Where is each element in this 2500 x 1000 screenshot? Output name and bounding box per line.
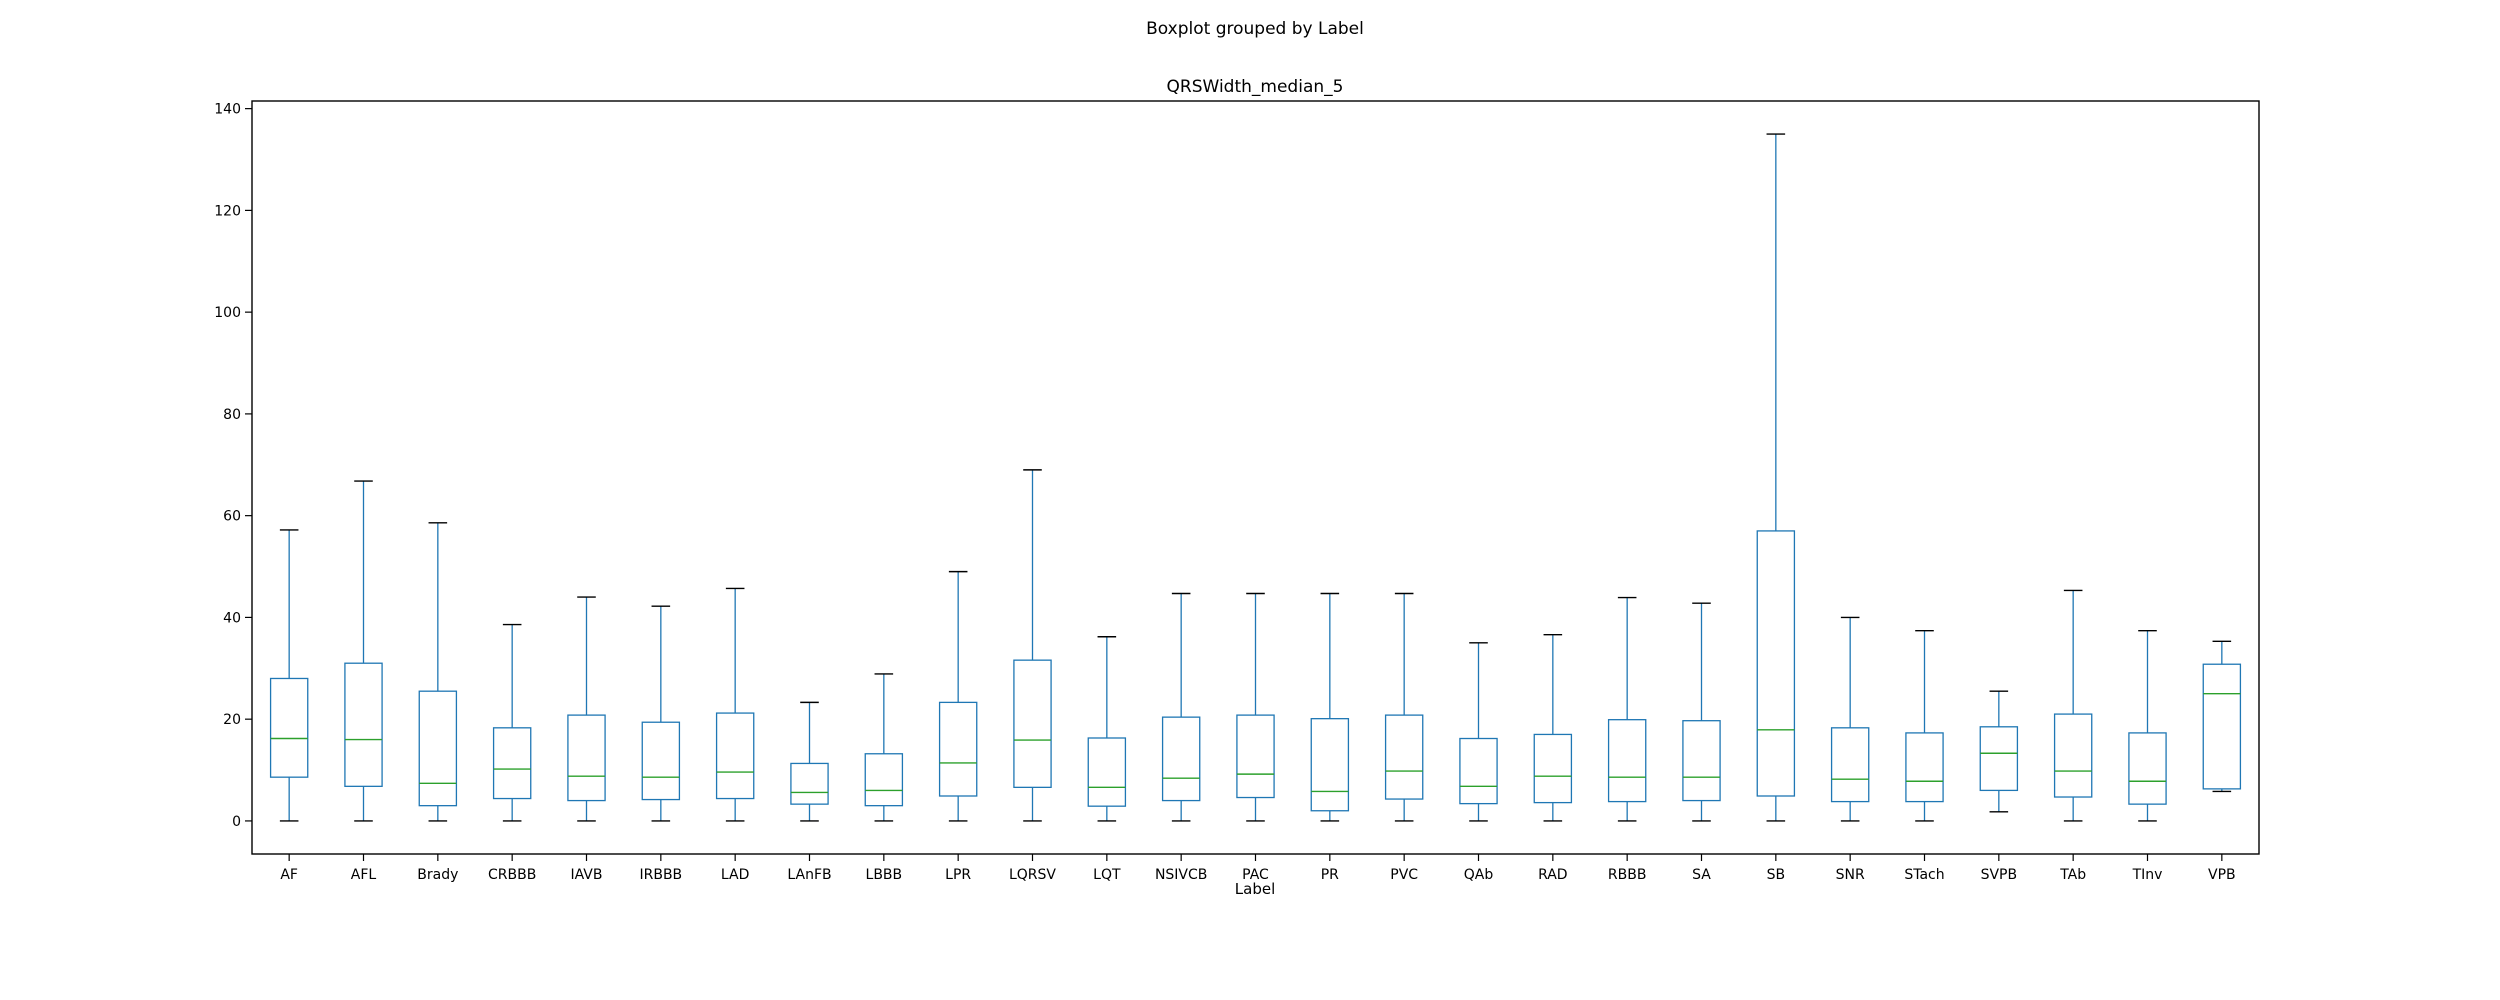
x-tick-label: Brady: [417, 867, 458, 883]
box-vpb: [2202, 640, 2242, 793]
box-pac: [1236, 592, 1275, 822]
box-body: [1830, 727, 1870, 803]
y-tick-label: 40: [223, 610, 241, 626]
box-pr: [1310, 592, 1350, 822]
x-tick-label: TAb: [2059, 867, 2086, 883]
y-tick-label: 80: [223, 407, 241, 423]
box-iavb: [567, 596, 606, 822]
box-lpr: [938, 570, 978, 822]
x-tick-label: LQT: [1093, 867, 1121, 883]
box-tinv: [2128, 629, 2167, 822]
x-axis-label: Label: [1235, 880, 1275, 898]
x-tick-label: PR: [1321, 867, 1339, 883]
box-body: [2202, 663, 2242, 790]
x-tick-label: LBBB: [866, 867, 903, 883]
x-tick-label: SA: [1692, 867, 1711, 883]
box-body: [492, 727, 532, 800]
x-tick-label: IRBBB: [639, 867, 682, 883]
x-tick-label: CRBBB: [488, 867, 536, 883]
box-stach: [1905, 629, 1944, 822]
box-irbbb: [641, 605, 681, 822]
box-nsivcb: [1161, 592, 1201, 822]
y-tick-label: 100: [214, 305, 241, 321]
box-qab: [1459, 642, 1498, 822]
y-tick-label: 0: [232, 814, 241, 830]
x-tick-label: TInv: [2132, 867, 2163, 883]
box-tab: [2053, 589, 2093, 822]
box-rbbb: [1607, 596, 1647, 822]
x-tick-label: PVC: [1390, 867, 1418, 883]
x-tick-label: RAD: [1538, 867, 1568, 883]
x-tick-label: LQRSV: [1009, 867, 1056, 883]
x-tick-label: SB: [1767, 867, 1786, 883]
chart-title: QRSWidth_median_5: [1167, 77, 1344, 97]
plot-frame: [251, 100, 2260, 855]
box-body: [1310, 718, 1350, 812]
x-tick-label: LAnFB: [787, 867, 831, 883]
box-body: [864, 753, 904, 807]
box-body: [1756, 530, 1796, 797]
box-body: [1533, 733, 1573, 804]
box-body: [1905, 732, 1944, 803]
box-crbbb: [492, 623, 532, 822]
box-body: [1013, 659, 1052, 788]
y-tick-label: 140: [214, 102, 241, 118]
x-tick-label: PAC: [1242, 867, 1269, 883]
x-axis: AF AFL Brady CRBBB IAVB IRBBB LAD LAnFB LBBB LPR L…: [280, 854, 2236, 883]
box-pvc: [1384, 592, 1424, 822]
box-body: [641, 721, 681, 801]
box-body: [567, 714, 606, 802]
x-tick-label: VPB: [2208, 867, 2236, 883]
boxes-group: [269, 133, 2242, 822]
box-body: [1161, 716, 1201, 802]
x-tick-label: QAb: [1464, 867, 1494, 883]
box-body: [344, 662, 383, 787]
y-axis: 0 20 40 60 80 100 120 140: [214, 102, 252, 830]
box-afl: [344, 480, 383, 822]
box-brady: [418, 522, 458, 822]
y-tick-label: 120: [214, 203, 241, 219]
box-body: [715, 712, 755, 800]
box-body: [418, 690, 458, 807]
box-body: [790, 762, 829, 805]
box-lbbb: [864, 673, 904, 822]
x-tick-label: RBBB: [1608, 867, 1647, 883]
x-tick-label: AFL: [351, 867, 377, 883]
x-tick-label: IAVB: [571, 867, 603, 883]
x-tick-label: SNR: [1836, 867, 1865, 883]
box-body: [2128, 732, 2167, 805]
x-tick-label: LPR: [945, 867, 971, 883]
box-body: [2053, 713, 2093, 798]
x-tick-label: AF: [280, 867, 298, 883]
x-tick-label: STach: [1904, 867, 1944, 883]
box-sb: [1756, 133, 1796, 822]
y-tick-label: 20: [223, 712, 241, 728]
box-lqt: [1087, 636, 1127, 822]
box-lqrsv: [1013, 469, 1052, 822]
x-tick-label: NSIVCB: [1155, 867, 1207, 883]
box-af: [269, 529, 309, 822]
x-tick-label: SVPB: [1981, 867, 2018, 883]
x-tick-label: LAD: [721, 867, 749, 883]
box-sa: [1682, 602, 1721, 822]
box-body: [1384, 714, 1424, 800]
box-body: [1236, 714, 1275, 799]
figure-suptitle: Boxplot grouped by Label: [1146, 19, 1364, 39]
box-rad: [1533, 634, 1573, 822]
box-body: [269, 677, 309, 778]
box-body: [1979, 726, 2019, 792]
box-lanfb: [790, 701, 829, 822]
y-tick-label: 60: [223, 509, 241, 525]
box-svpb: [1979, 690, 2019, 813]
box-body: [1087, 737, 1127, 807]
box-lad: [715, 587, 755, 822]
box-snr: [1830, 616, 1870, 822]
box-body: [938, 701, 978, 797]
box-body: [1682, 720, 1721, 802]
box-body: [1459, 737, 1498, 805]
box-body: [1607, 719, 1647, 803]
